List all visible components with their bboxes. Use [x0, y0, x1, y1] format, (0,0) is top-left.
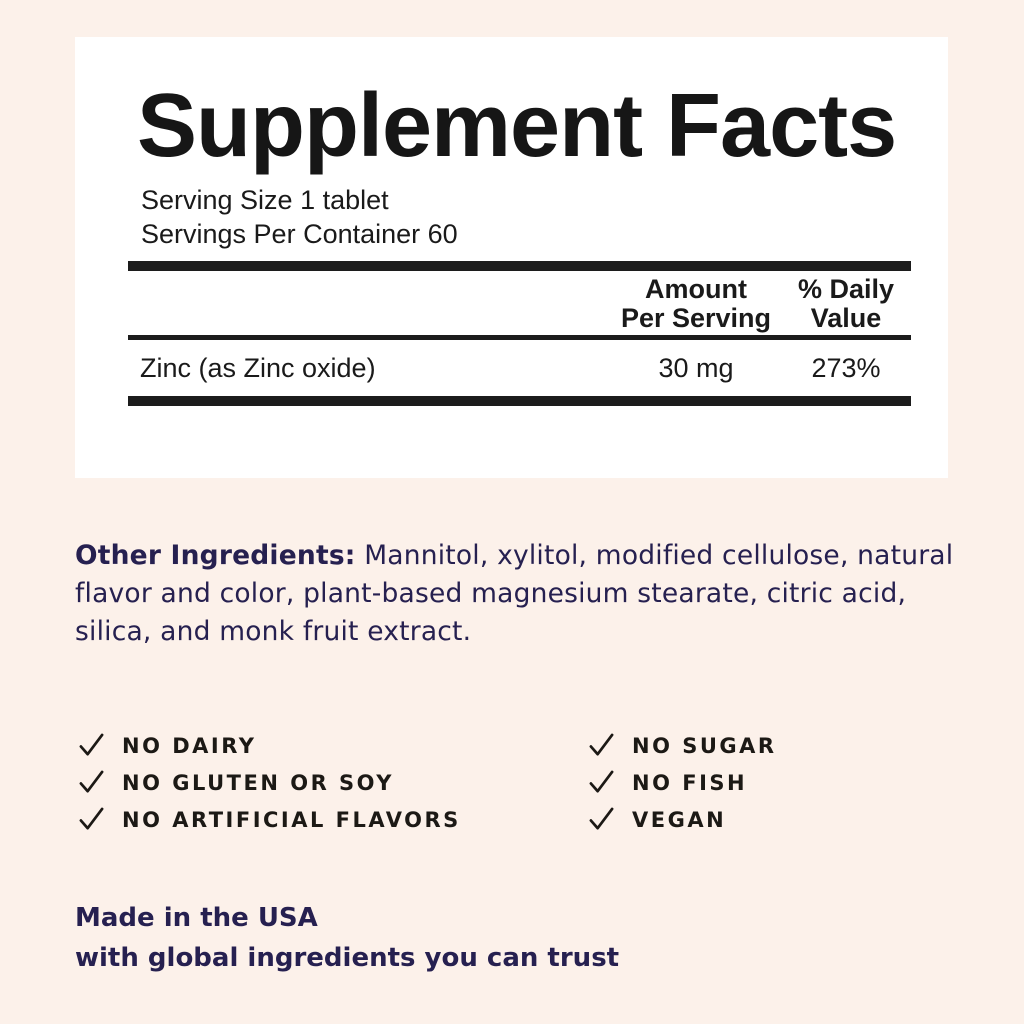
- claim-no-fish: NO FISH: [588, 764, 777, 801]
- check-icon: [79, 770, 104, 793]
- table-header-row: Amount Per Serving % Daily Value: [128, 271, 911, 335]
- facts-table: Amount Per Serving % Daily Value Zinc (a…: [128, 261, 911, 406]
- claim-label: NO SUGAR: [632, 733, 777, 758]
- other-ingredients-text: Mannitol, xylitol, modified cellulose, n…: [75, 539, 954, 647]
- claim-label: NO GLUTEN OR SOY: [122, 770, 394, 795]
- claim-label: NO DAIRY: [122, 733, 257, 758]
- claim-no-gluten-or-soy: NO GLUTEN OR SOY: [78, 764, 461, 801]
- claim-no-sugar: NO SUGAR: [588, 727, 777, 764]
- servings-per-container-line: Servings Per Container 60: [141, 219, 458, 249]
- other-ingredients-label: Other Ingredients:: [75, 539, 356, 571]
- claim-no-artificial-flavors: NO ARTIFICIAL FLAVORS: [78, 801, 461, 838]
- claim-label: NO FISH: [632, 770, 748, 795]
- supplement-facts-title: Supplement Facts: [137, 76, 897, 176]
- ingredient-amount: 30 mg: [658, 353, 734, 383]
- serving-size-line: Serving Size 1 tablet: [141, 185, 389, 215]
- other-ingredients-paragraph: Other Ingredients: Mannitol, xylitol, mo…: [75, 537, 1005, 651]
- claim-label: VEGAN: [632, 807, 727, 832]
- amount-per-serving-header: Amount Per Serving: [620, 274, 772, 333]
- claims-column-right: NO SUGAR NO FISH VEGAN: [588, 727, 777, 838]
- global-ingredients-line: with global ingredients you can trust: [75, 943, 620, 973]
- ingredient-daily-value: 273%: [811, 353, 881, 383]
- check-icon: [79, 733, 104, 756]
- claim-label: NO ARTIFICIAL FLAVORS: [122, 807, 461, 832]
- serving-info: Serving Size 1 tablet Servings Per Conta…: [141, 183, 458, 251]
- table-row: Zinc (as Zinc oxide) 30 mg 273%: [128, 340, 911, 396]
- table-top-rule: [128, 261, 911, 271]
- ingredient-name: Zinc (as Zinc oxide): [140, 353, 376, 383]
- check-icon: [589, 807, 614, 830]
- claim-no-dairy: NO DAIRY: [78, 727, 461, 764]
- daily-value-header: % Daily Value: [797, 274, 895, 333]
- table-header-rule: [128, 335, 911, 340]
- supplement-facts-panel: Supplement Facts Serving Size 1 tablet S…: [75, 37, 948, 478]
- claim-vegan: VEGAN: [588, 801, 777, 838]
- table-bottom-rule: [128, 396, 911, 406]
- made-in-usa-line: Made in the USA: [75, 903, 318, 933]
- footer-text: Made in the USA with global ingredients …: [75, 898, 619, 978]
- check-icon: [79, 807, 104, 830]
- check-icon: [589, 733, 614, 756]
- claims-column-left: NO DAIRY NO GLUTEN OR SOY NO ARTIFICIAL …: [78, 727, 461, 838]
- check-icon: [589, 770, 614, 793]
